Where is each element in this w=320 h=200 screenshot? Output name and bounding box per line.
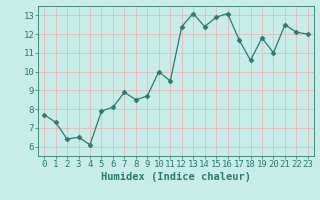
X-axis label: Humidex (Indice chaleur): Humidex (Indice chaleur): [101, 172, 251, 182]
